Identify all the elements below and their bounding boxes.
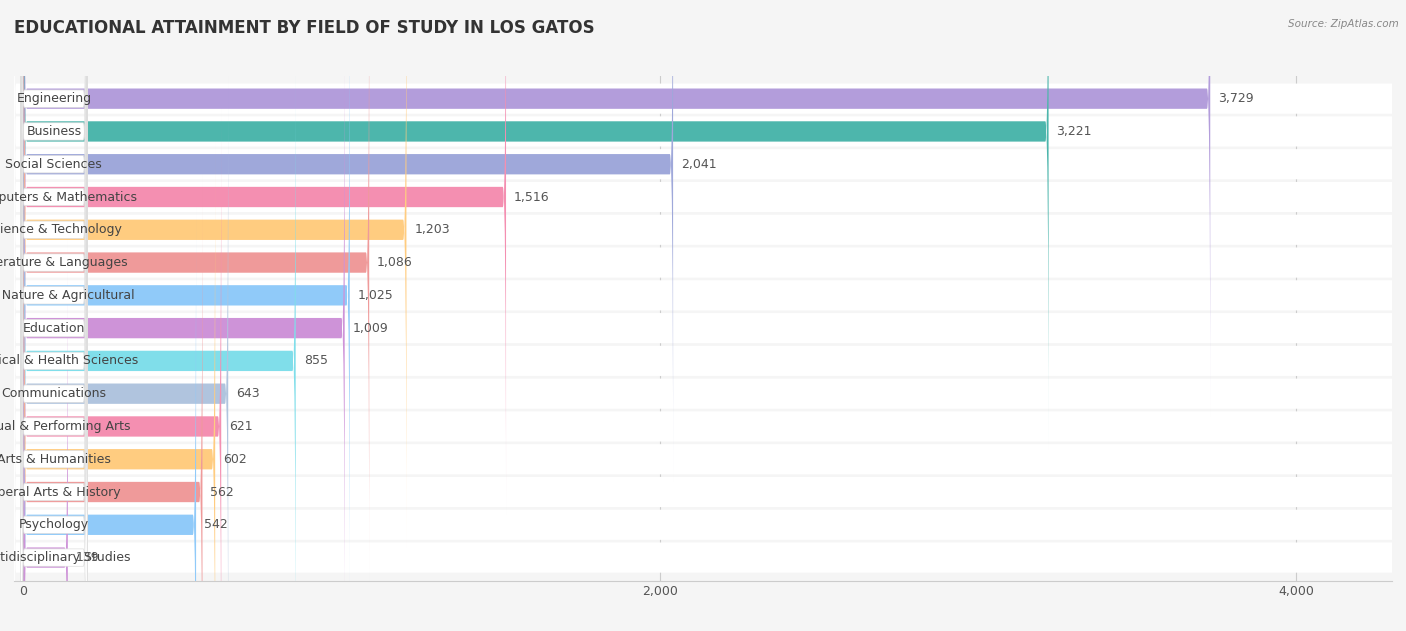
FancyBboxPatch shape: [21, 0, 87, 631]
Text: Multidisciplinary Studies: Multidisciplinary Studies: [0, 551, 131, 564]
FancyBboxPatch shape: [21, 0, 87, 516]
FancyBboxPatch shape: [14, 343, 1402, 631]
FancyBboxPatch shape: [21, 42, 87, 631]
Text: Science & Technology: Science & Technology: [0, 223, 122, 236]
FancyBboxPatch shape: [14, 48, 1402, 411]
FancyBboxPatch shape: [21, 0, 87, 549]
FancyBboxPatch shape: [24, 76, 228, 631]
Text: 643: 643: [236, 387, 260, 400]
FancyBboxPatch shape: [14, 278, 1402, 631]
FancyBboxPatch shape: [14, 0, 1402, 313]
Text: 1,086: 1,086: [377, 256, 413, 269]
Text: Source: ZipAtlas.com: Source: ZipAtlas.com: [1288, 19, 1399, 29]
FancyBboxPatch shape: [21, 0, 87, 483]
FancyBboxPatch shape: [14, 0, 1402, 280]
Text: Visual & Performing Arts: Visual & Performing Arts: [0, 420, 131, 433]
FancyBboxPatch shape: [21, 0, 87, 631]
FancyBboxPatch shape: [24, 44, 295, 631]
Text: Communications: Communications: [1, 387, 107, 400]
FancyBboxPatch shape: [24, 240, 67, 631]
FancyBboxPatch shape: [24, 0, 350, 613]
Text: EDUCATIONAL ATTAINMENT BY FIELD OF STUDY IN LOS GATOS: EDUCATIONAL ATTAINMENT BY FIELD OF STUDY…: [14, 19, 595, 37]
FancyBboxPatch shape: [21, 0, 87, 582]
Text: Engineering: Engineering: [17, 92, 91, 105]
FancyBboxPatch shape: [21, 9, 87, 631]
Text: 1,009: 1,009: [353, 322, 388, 334]
FancyBboxPatch shape: [24, 0, 1049, 449]
FancyBboxPatch shape: [24, 0, 370, 580]
FancyBboxPatch shape: [14, 15, 1402, 379]
FancyBboxPatch shape: [21, 0, 87, 615]
FancyBboxPatch shape: [14, 212, 1402, 575]
Text: Education: Education: [22, 322, 84, 334]
FancyBboxPatch shape: [24, 0, 1211, 416]
FancyBboxPatch shape: [14, 146, 1402, 510]
Text: Arts & Humanities: Arts & Humanities: [0, 452, 111, 466]
Text: Computers & Mathematics: Computers & Mathematics: [0, 191, 138, 204]
Text: 2,041: 2,041: [681, 158, 717, 171]
Text: 139: 139: [76, 551, 100, 564]
FancyBboxPatch shape: [14, 310, 1402, 631]
FancyBboxPatch shape: [21, 173, 87, 631]
FancyBboxPatch shape: [24, 141, 215, 631]
FancyBboxPatch shape: [14, 179, 1402, 543]
FancyBboxPatch shape: [24, 174, 202, 631]
FancyBboxPatch shape: [14, 376, 1402, 631]
Text: 3,221: 3,221: [1056, 125, 1092, 138]
Text: 1,203: 1,203: [415, 223, 450, 236]
Text: Psychology: Psychology: [18, 518, 89, 531]
Text: Physical & Health Sciences: Physical & Health Sciences: [0, 355, 138, 367]
Text: 562: 562: [211, 485, 235, 498]
FancyBboxPatch shape: [14, 81, 1402, 444]
FancyBboxPatch shape: [21, 140, 87, 631]
FancyBboxPatch shape: [24, 109, 221, 631]
FancyBboxPatch shape: [24, 0, 506, 515]
FancyBboxPatch shape: [14, 245, 1402, 608]
Text: Liberal Arts & History: Liberal Arts & History: [0, 485, 121, 498]
Text: Business: Business: [27, 125, 82, 138]
FancyBboxPatch shape: [24, 0, 673, 482]
FancyBboxPatch shape: [24, 207, 195, 631]
Text: 602: 602: [224, 452, 247, 466]
FancyBboxPatch shape: [21, 107, 87, 631]
FancyBboxPatch shape: [14, 0, 1402, 346]
FancyBboxPatch shape: [21, 0, 87, 631]
Text: Literature & Languages: Literature & Languages: [0, 256, 128, 269]
Text: 542: 542: [204, 518, 228, 531]
Text: 855: 855: [304, 355, 328, 367]
FancyBboxPatch shape: [21, 0, 87, 631]
FancyBboxPatch shape: [24, 0, 406, 548]
Text: 1,516: 1,516: [515, 191, 550, 204]
Text: Bio, Nature & Agricultural: Bio, Nature & Agricultural: [0, 289, 134, 302]
Text: 1,025: 1,025: [357, 289, 394, 302]
FancyBboxPatch shape: [21, 74, 87, 631]
Text: Social Sciences: Social Sciences: [6, 158, 103, 171]
FancyBboxPatch shape: [14, 114, 1402, 477]
FancyBboxPatch shape: [24, 11, 344, 631]
Text: 3,729: 3,729: [1218, 92, 1254, 105]
Text: 621: 621: [229, 420, 253, 433]
